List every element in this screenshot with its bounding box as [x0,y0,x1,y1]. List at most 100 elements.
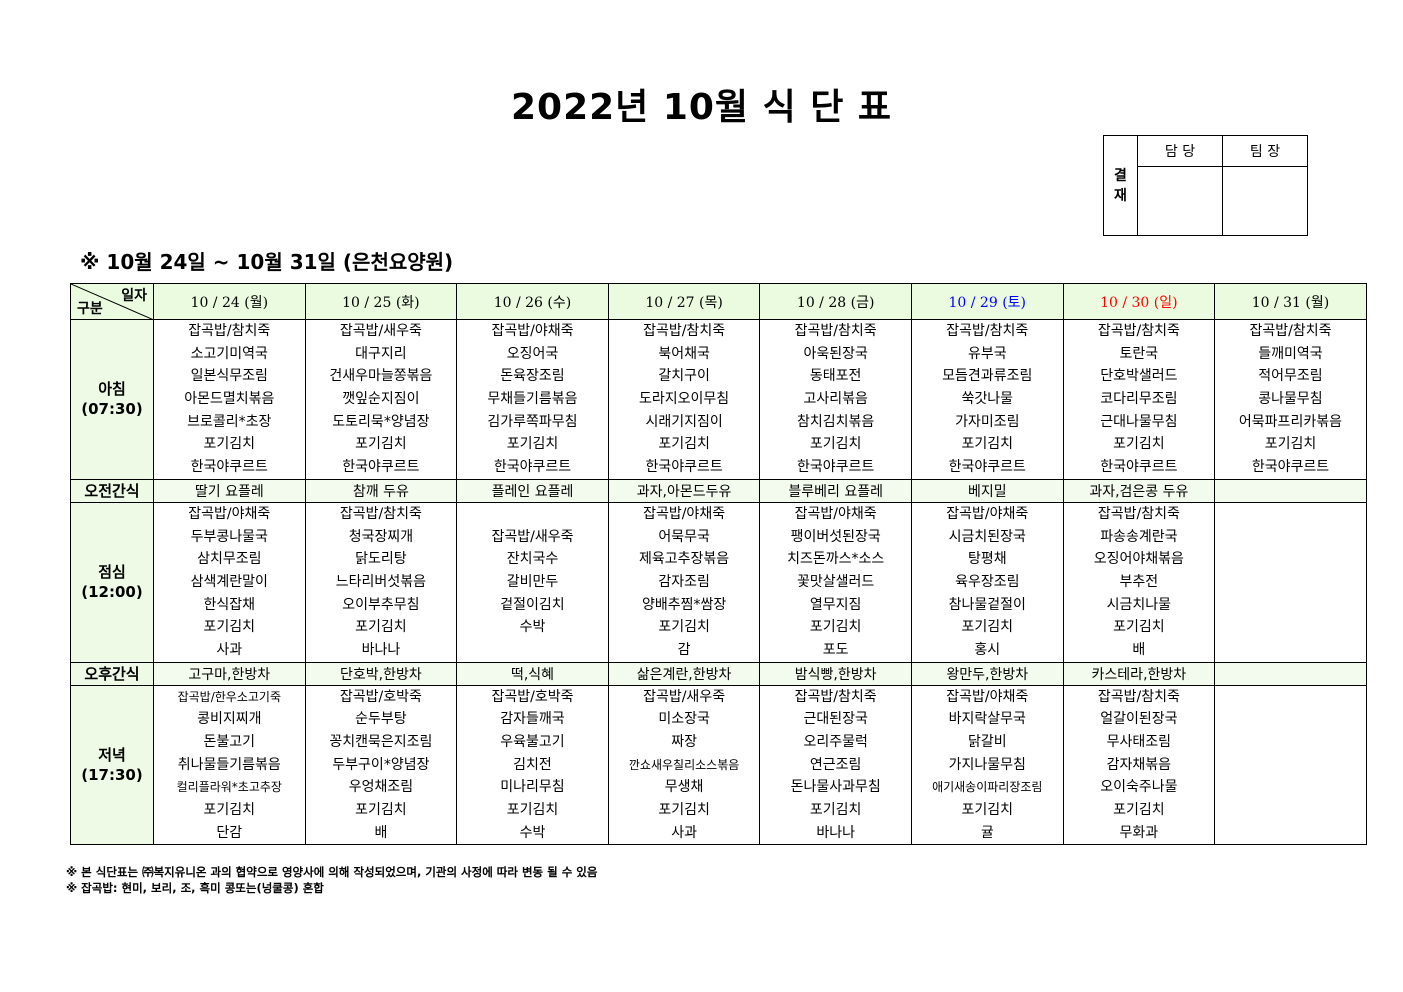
menu-item: 한국야쿠르트 [342,459,420,476]
menu-item: 감자채볶음 [1106,756,1172,773]
snack-cell: 카스테라,한방차 [1062,661,1216,686]
menu-item: 동태포전 [809,368,862,385]
meal-cell: 잡곡밥/새우죽 미소장국 짜장 깐쇼새우칠리소스볶음 무생채 포기김치 사과 [607,684,761,846]
approval-label-char: 결 [1114,167,1127,184]
meal-cell: 잡곡밥/호박죽 감자들깨국 우육불고기 김치전 미나리무침 포기김치 수박 [456,684,609,846]
day-header: 10 / 27 (목) [607,283,761,320]
menu-item: 잡곡밥/참치죽 [794,688,877,705]
menu-item: 시래기지짐이 [645,413,723,430]
menu-table: 일자 구분 10 / 24 (월) 10 / 25 (화) 10 / 26 (수) 1… [70,283,1367,846]
menu-item: 아욱된장국 [803,345,868,362]
menu-item: 콩비지찌개 [197,711,262,728]
menu-item: 느타리버섯볶음 [335,573,426,590]
menu-item: 치즈돈까스*소스 [787,551,885,568]
row-label-text: (07:30) [81,400,143,419]
snack-row: 오후간식 고구마,한방차 단호박,한방차 떡,식혜 삶은계란,한방차 밤식빵,한방차 왕만두… [70,661,1367,686]
meal-cell: 잡곡밥/참치죽 근대된장국 오리주물럭 연근조림 돈나물사과무침 포기김치 바나나 [759,684,912,846]
menu-item: 감자조림 [658,573,710,590]
menu-item: 고사리볶음 [803,391,868,408]
approval-label: 결 재 [1103,135,1138,236]
menu-item: 두부콩나물국 [190,528,268,545]
menu-item: 포기김치 [355,802,407,819]
menu-item: 포기김치 [961,436,1014,453]
meal-cell: 잡곡밥/야채죽 시금치된장국 탕평채 육우장조림 참나물겉절이 포기김치 홍시 [910,501,1064,663]
menu-item: 도라지오이무침 [638,391,730,408]
menu-item [457,639,608,662]
menu-item: 어묵파프리카볶음 [1238,413,1342,430]
snack-cell: 떡,식혜 [456,661,609,686]
menu-item: 어묵무국 [658,528,710,545]
meal-row: 점심 (12:00) 잡곡밥/야채죽 두부콩나물국 삼치무조림 삼색계란말이 한식잡채 포기김… [70,501,1367,663]
meal-cell: 잡곡밥/야채죽 오징어국 돈육장조림 무채들기름볶음 김가루쪽파무침 포기김치 한국야쿠르트 [456,319,609,480]
menu-item: 건새우마늘쫑볶음 [329,368,433,385]
row-label: 점심 (12:00) [70,501,154,663]
corner-label-date: 일자 [121,288,147,304]
menu-item: 파송송계란국 [1100,528,1178,545]
menu-item: 시금치나물 [1106,596,1172,613]
approval-sign-manager[interactable] [1137,166,1223,236]
menu-item: 바지락살무국 [948,711,1026,728]
meal-cell: 잡곡밥/참치죽 들깨미역국 적어무조림 콩나물무침 어묵파프리카볶음 포기김치 한국야쿠르트 [1214,319,1367,480]
menu-item: 사과 [671,824,697,841]
menu-item: 우육불고기 [500,734,565,750]
day-header: 10 / 30 (일) [1062,283,1216,320]
menu-item: 무화과 [1119,824,1159,841]
menu-item: 포기김치 [1113,619,1165,636]
menu-item: 북어채국 [658,345,710,362]
meal-cell: 잡곡밥/참치죽 청국장찌개 닭도리탕 느타리버섯볶음 오이부추무침 포기김치 바나나 [304,501,458,663]
menu-item: 콩나물무침 [1258,391,1323,408]
menu-item: 바나나 [816,824,855,841]
menu-item: 잔치국수 [506,551,559,568]
menu-item: 감자들깨국 [500,711,565,728]
menu-item [1215,754,1366,777]
menu-item: 일본식무조림 [190,368,268,385]
row-label: 아침 (07:30) [70,319,154,480]
row-label-text: (17:30) [81,766,143,785]
row-label: 오전간식 [70,478,154,503]
menu-item: 포기김치 [658,802,710,819]
menu-item: 포기김치 [1264,436,1317,453]
snack-cell: 과자,검은콩 두유 [1062,478,1216,503]
approval-sign-teamlead[interactable] [1222,166,1308,236]
menu-item: 포기김치 [658,619,710,636]
menu-item: 두부구이*양념장 [332,756,430,773]
menu-item: 배 [1132,641,1146,658]
menu-item: 오이부추무침 [342,596,420,613]
menu-item: 갈치구이 [658,368,710,385]
menu-item: 적어무조림 [1258,368,1323,385]
row-label-text: 오후간식 [84,664,140,683]
corner-header: 일자 구분 [70,283,154,320]
menu-item: 잡곡밥/야채죽 [491,323,574,339]
menu-item: 겉절이김치 [500,596,565,613]
menu-item: 오징어야채볶음 [1093,551,1184,568]
menu-item: 잡곡밥/야채죽 [643,505,726,522]
meal-row: 저녁 (17:30) 잡곡밥/한우소고기죽 콩비지찌개 돈불고기 취나물들기름볶음 컬리플라… [70,684,1367,846]
menu-item: 대구지리 [355,345,407,362]
meal-cell [1214,501,1367,663]
menu-item: 코다리무조림 [1100,391,1178,408]
menu-item [1215,799,1366,822]
menu-item: 무생채 [664,779,704,796]
menu-item: 잡곡밥/야채죽 [946,688,1029,705]
menu-item: 단감 [216,824,243,841]
menu-item: 삼색계란말이 [190,573,268,590]
meal-cell: 잡곡밥/야채죽 두부콩나물국 삼치무조림 삼색계란말이 한식잡채 포기김치 사과 [153,501,306,663]
menu-item [1215,503,1366,526]
menu-item: 포기김치 [506,802,559,819]
row-label-text: 저녁 [98,746,126,765]
meal-cell: 잡곡밥/참치죽 파송송계란국 오징어야채볶음 부추전 시금치나물 포기김치 배 [1062,501,1216,663]
approval-col-manager: 담 당 [1137,135,1223,167]
menu-item: 순두부탕 [355,711,407,728]
menu-item: 포기김치 [961,802,1014,819]
menu-item: 잡곡밥/참치죽 [946,323,1029,339]
menu-item: 팽이버섯된장국 [790,528,881,545]
day-header: 10 / 25 (화) [304,283,458,320]
approval-label-char: 재 [1114,187,1127,204]
snack-cell: 베지밀 [910,478,1064,503]
menu-item: 포기김치 [203,802,256,819]
menu-item: 잡곡밥/참치죽 [1097,505,1180,522]
meal-cell: 잡곡밥/참치죽 소고기미역국 일본식무조림 아몬드멸치볶음 브로콜리*초장 포기김치 한국야… [153,319,306,480]
menu-item: 애기새송이파리장조림 [932,780,1043,795]
menu-item [1215,616,1366,639]
diagonal-line [71,284,154,320]
